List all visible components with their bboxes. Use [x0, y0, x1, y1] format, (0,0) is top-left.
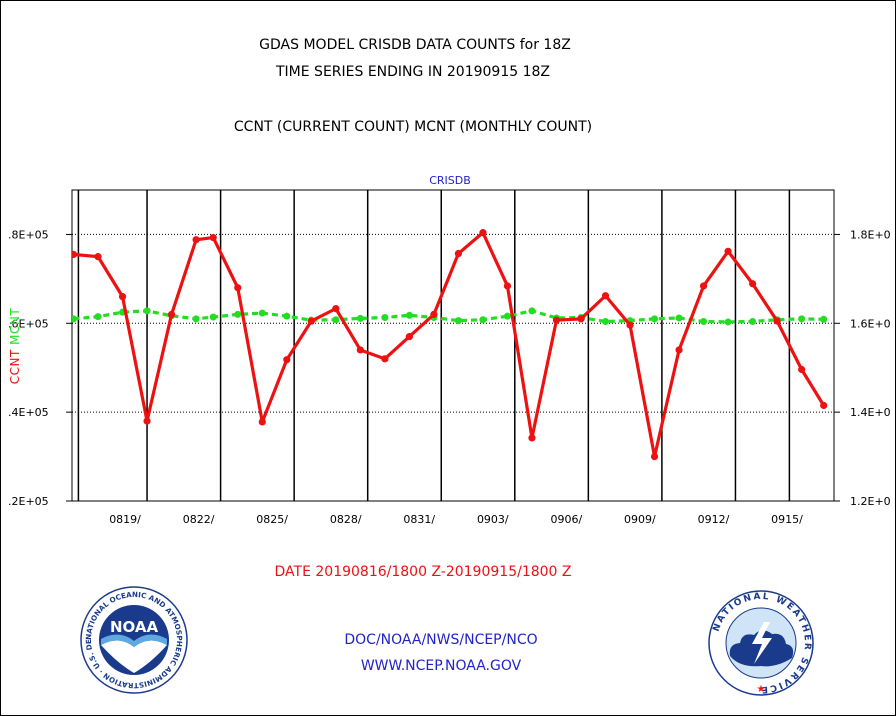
mcnt-point — [332, 316, 340, 324]
mcnt-point — [503, 312, 511, 320]
mcnt-point — [602, 318, 610, 326]
y-tick-label-right: 1.6E+0 — [850, 317, 891, 330]
ccnt-point — [749, 280, 757, 288]
y-tick-label-left: .6E+05 — [8, 317, 49, 330]
mcnt-point — [258, 309, 266, 317]
chart-title-line-1: GDAS MODEL CRISDB DATA COUNTS for 18Z — [259, 37, 571, 53]
x-tick-label: 0831/ — [403, 513, 435, 526]
y-tick-label-right: 1.4E+0 — [850, 406, 891, 419]
x-tick-label: 0915/ — [771, 513, 803, 526]
ccnt-point — [72, 250, 78, 259]
mcnt-point — [234, 310, 242, 318]
y-axis-label: CCNT MCNT — [8, 308, 22, 385]
y-tick-label-right: 1.2E+0 — [850, 495, 891, 508]
mcnt-point — [94, 313, 102, 321]
ccnt-point — [528, 434, 536, 442]
mcnt-point — [798, 315, 806, 323]
y-axis-label-mcnt: MCNT — [8, 308, 22, 345]
ccnt-point — [405, 333, 413, 341]
ccnt-point — [820, 401, 828, 410]
series-group — [72, 229, 828, 461]
mcnt-point — [675, 314, 683, 322]
ccnt-point — [356, 346, 364, 354]
mcnt-point — [749, 318, 757, 326]
mcnt-point — [72, 315, 77, 323]
ccnt-point — [381, 355, 389, 363]
x-tick-label: 0825/ — [256, 513, 288, 526]
mcnt-point — [479, 316, 487, 324]
ccnt-point — [454, 249, 463, 258]
y-tick-label-left: .4E+05 — [8, 406, 49, 419]
mcnt-point — [528, 307, 536, 315]
x-tick-label: 0903/ — [477, 513, 509, 526]
noaa-logo: NATIONAL OCEANIC AND ATMOSPHERIC ADMINIS… — [79, 585, 188, 694]
mcnt-point — [820, 315, 828, 323]
noaa-logo-text: NOAA — [110, 618, 159, 636]
y-tick-label-left: .8E+05 — [8, 228, 49, 241]
ccnt-point — [167, 310, 176, 318]
mcnt-point — [454, 317, 462, 325]
mcnt-point — [356, 314, 364, 322]
tick-labels: .8E+05 .6E+05 .4E+05 .2E+05 1.8E+0 1.6E+0 1.4E… — [8, 228, 891, 526]
mcnt-series-line — [73, 309, 824, 324]
mcnt-point — [700, 318, 708, 326]
y-axis-label-ccnt: CCNT — [8, 349, 22, 384]
ccnt-point — [283, 356, 291, 364]
ccnt-point — [234, 284, 242, 292]
plot-title: CRISDB — [429, 174, 471, 187]
ccnt-point — [192, 236, 200, 244]
chart-area: CRISDB .8E+05 .6E+05 .4E+05 .2E+05 1.8E+0 1.6… — [8, 174, 891, 526]
plot-border — [71, 189, 835, 502]
ccnt-point — [307, 317, 315, 325]
series-layer — [72, 229, 828, 461]
ccnt-point — [699, 282, 708, 290]
grid-lines — [72, 190, 834, 501]
noaa-bird-icon — [101, 640, 167, 673]
x-tick-label: 0912/ — [698, 513, 730, 526]
ccnt-point — [118, 293, 127, 301]
mcnt-point — [209, 313, 217, 321]
ccnt-point — [798, 365, 806, 374]
ccnt-point — [143, 417, 151, 425]
mcnt-point — [651, 315, 659, 323]
mcnt-point — [405, 311, 413, 319]
ccnt-point — [773, 317, 781, 325]
mcnt-point — [724, 318, 732, 326]
ccnt-point — [675, 346, 683, 354]
chart-subtitle: CCNT (CURRENT COUNT) MCNT (MONTHLY COUNT… — [233, 119, 593, 135]
mcnt-point — [381, 314, 389, 322]
date-range-label: DATE 20190816/1800 Z-20190915/1800 Z — [274, 564, 572, 580]
ccnt-point — [552, 316, 561, 324]
y-tick-label-right: 1.8E+0 — [850, 228, 891, 241]
ccnt-point — [724, 247, 732, 255]
ccnt-point — [577, 315, 585, 323]
x-tick-label: 0909/ — [624, 513, 656, 526]
ccnt-point — [626, 321, 634, 329]
noaa-sky-icon — [101, 634, 167, 647]
x-tick-label: 0822/ — [183, 513, 215, 526]
ccnt-point — [601, 292, 610, 300]
ccnt-point — [209, 233, 217, 242]
ccnt-point — [503, 282, 512, 290]
mcnt-point — [143, 307, 151, 315]
org-line: DOC/NOAA/NWS/NCEP/NCO — [344, 632, 538, 648]
x-tick-label: 0828/ — [330, 513, 362, 526]
ccnt-point — [258, 418, 266, 426]
ccnt-series-line — [73, 231, 826, 459]
chart-title-line-2: TIME SERIES ENDING IN 20190915 18Z — [276, 64, 550, 80]
ccnt-point — [479, 229, 487, 237]
ccnt-point — [94, 253, 102, 261]
nws-logo: NATIONAL WEATHER SERVICE ★ — [708, 590, 814, 696]
mcnt-point — [283, 312, 291, 320]
website-link[interactable]: WWW.NCEP.NOAA.GOV — [360, 658, 522, 674]
ccnt-point — [430, 310, 438, 318]
mcnt-point — [192, 315, 200, 323]
ccnt-point — [332, 305, 340, 313]
x-tick-label: 0906/ — [550, 513, 582, 526]
y-tick-label-left: .2E+05 — [8, 495, 49, 508]
lightning-icon — [752, 622, 772, 664]
star-icon: ★ — [757, 684, 766, 695]
ccnt-point — [650, 452, 659, 461]
x-tick-label: 0819/ — [109, 513, 141, 526]
